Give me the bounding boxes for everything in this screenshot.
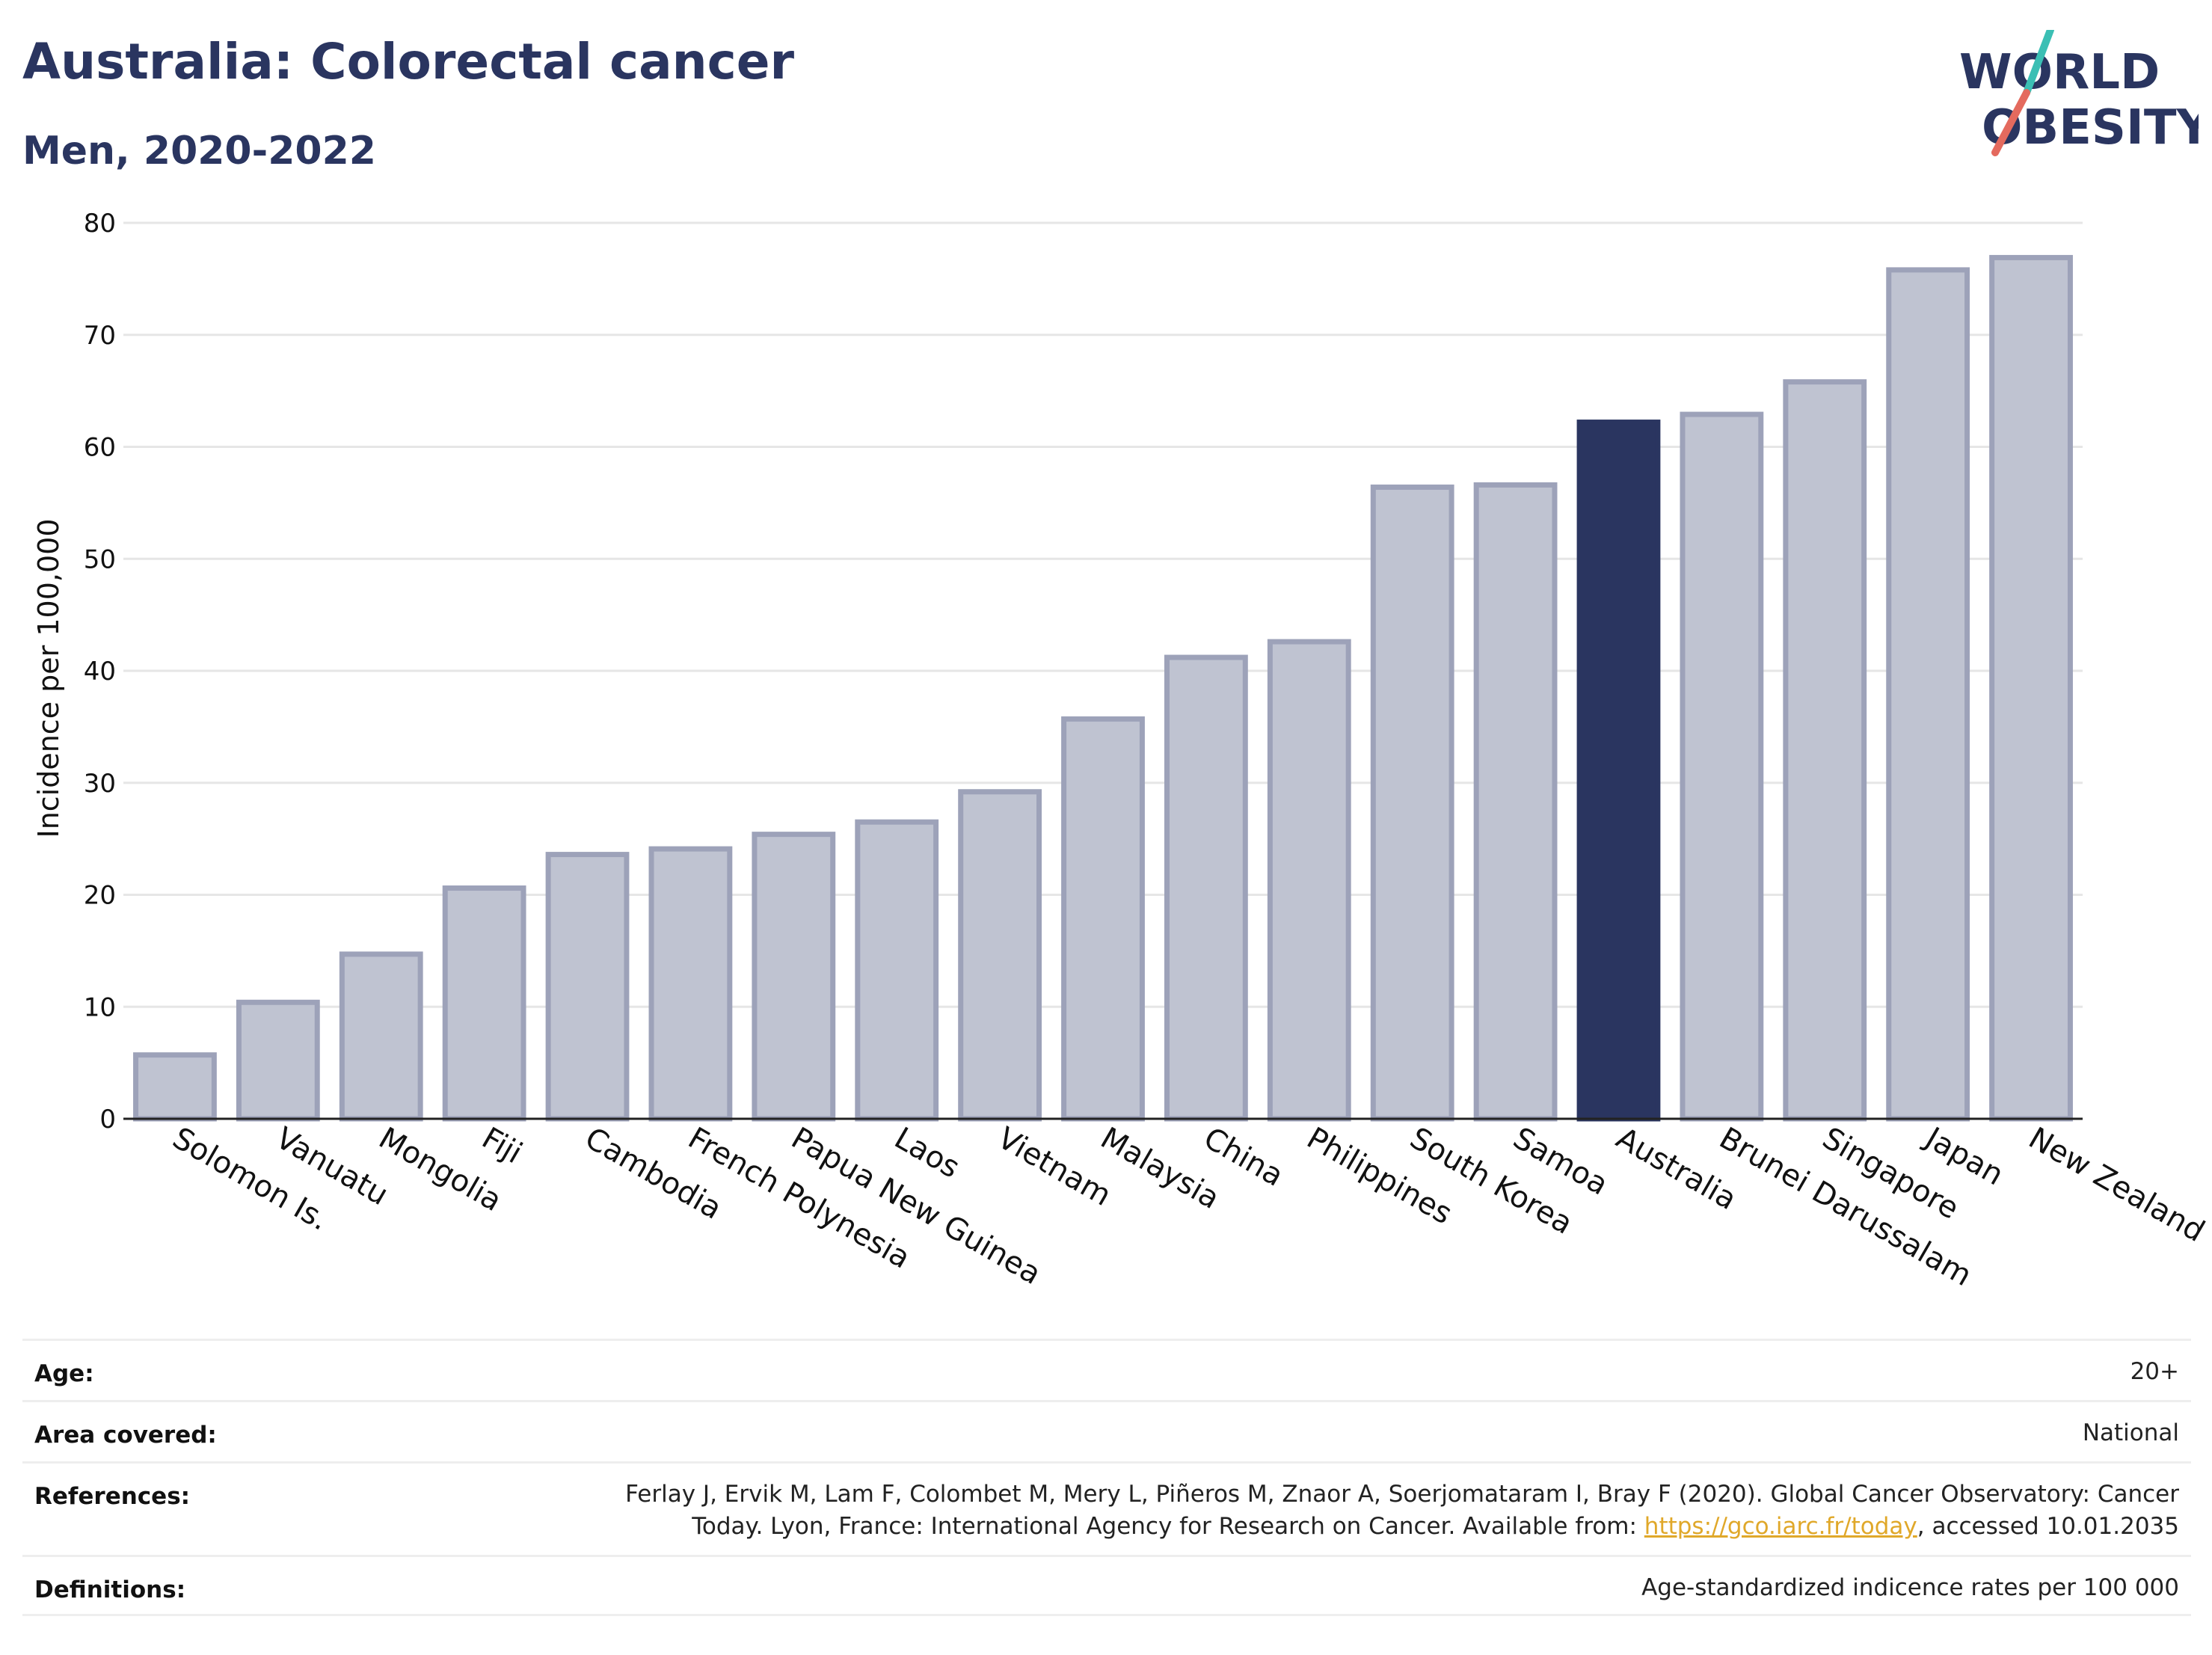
- y-tick-label: 0: [99, 1105, 116, 1134]
- y-tick-label: 60: [84, 433, 116, 463]
- y-tick-label: 40: [84, 657, 116, 687]
- logo-line-1: WORLD: [1959, 45, 2160, 100]
- bar-mongolia: [339, 951, 423, 1122]
- x-tick-label: New Zealand: [2023, 1121, 2211, 1249]
- bar-french-polynesia: [648, 846, 733, 1122]
- bar-australia: [1576, 420, 1661, 1122]
- y-tick-label: 10: [84, 992, 116, 1022]
- bar-vanuatu: [236, 999, 320, 1122]
- area-label: Area covered:: [34, 1422, 217, 1449]
- x-tick-label: Malaysia: [1095, 1121, 1225, 1216]
- x-tick-label: Vietnam: [992, 1121, 1116, 1213]
- bar-fiji: [442, 885, 526, 1122]
- references-value: Ferlay J, Ervik M, Lam F, Colombet M, Me…: [34, 1464, 2179, 1543]
- definitions-value: Age-standardized indicence rates per 100…: [1641, 1574, 2179, 1601]
- y-tick-label: 50: [84, 544, 116, 574]
- y-axis-label: Incidence per 100,000: [32, 518, 65, 838]
- bar-laos: [855, 819, 939, 1122]
- area-value: National: [2082, 1419, 2179, 1446]
- bar-samoa: [1473, 482, 1558, 1122]
- bar-brunei-darussalam: [1680, 411, 1764, 1122]
- definitions-label: Definitions:: [34, 1576, 186, 1603]
- bar-japan: [1886, 267, 1970, 1122]
- x-tick-label: Laos: [888, 1121, 965, 1185]
- bar-cambodia: [545, 852, 630, 1122]
- references-label: References:: [34, 1483, 191, 1510]
- age-value: 20+: [2130, 1358, 2179, 1385]
- bar-chart: 0 10 20 30 40 50 60 70 80 Solomon Is.VanuatuMong…: [32, 209, 2211, 1293]
- bar-solomon-is: [133, 1052, 217, 1122]
- references-line-2-pre: Today. Lyon, France: International Agenc…: [692, 1513, 1644, 1540]
- world-obesity-logo: WORLD OBESITY: [1959, 30, 2199, 156]
- bars: [133, 254, 2073, 1122]
- references-line-2-post: , accessed 10.01.2035: [1917, 1513, 2179, 1540]
- references-line-2: Today. Lyon, France: International Agenc…: [34, 1511, 2179, 1543]
- bar-vietnam: [958, 789, 1042, 1122]
- info-table: Age: 20+ Area covered: National Referenc…: [22, 1339, 2191, 1616]
- bar-malaysia: [1061, 716, 1145, 1122]
- chart-subtitle: Men, 2020-2022: [22, 129, 376, 174]
- bar-singapore: [1783, 379, 1867, 1122]
- bar-china: [1164, 654, 1248, 1122]
- x-tick-label: Fiji: [476, 1121, 528, 1171]
- y-tick-label: 70: [84, 321, 116, 351]
- age-label: Age:: [34, 1360, 94, 1387]
- references-line-1: Ferlay J, Ervik M, Lam F, Colombet M, Me…: [625, 1481, 2179, 1508]
- y-tick-label: 30: [84, 769, 116, 799]
- bar-papua-new-guinea: [752, 832, 836, 1122]
- y-tick-label: 80: [84, 209, 116, 239]
- bar-philippines: [1267, 639, 1351, 1122]
- y-tick-label: 20: [84, 881, 116, 911]
- references-link[interactable]: https://gco.iarc.fr/today: [1644, 1513, 1917, 1540]
- y-axis-ticks: 0 10 20 30 40 50 60 70 80: [84, 209, 116, 1134]
- logo-slash-coral-icon: [1991, 89, 2030, 156]
- bar-south-korea: [1370, 484, 1454, 1122]
- info-row-area: Area covered: National: [22, 1400, 2191, 1461]
- bar-new-zealand: [1989, 254, 2073, 1122]
- info-row-references: References: Ferlay J, Ervik M, Lam F, Co…: [22, 1461, 2191, 1555]
- info-row-age: Age: 20+: [22, 1339, 2191, 1400]
- chart-title: Australia: Colorectal cancer: [22, 33, 795, 90]
- info-row-definitions: Definitions: Age-standardized indicence …: [22, 1555, 2191, 1616]
- logo-slash-teal-icon: [2023, 30, 2054, 96]
